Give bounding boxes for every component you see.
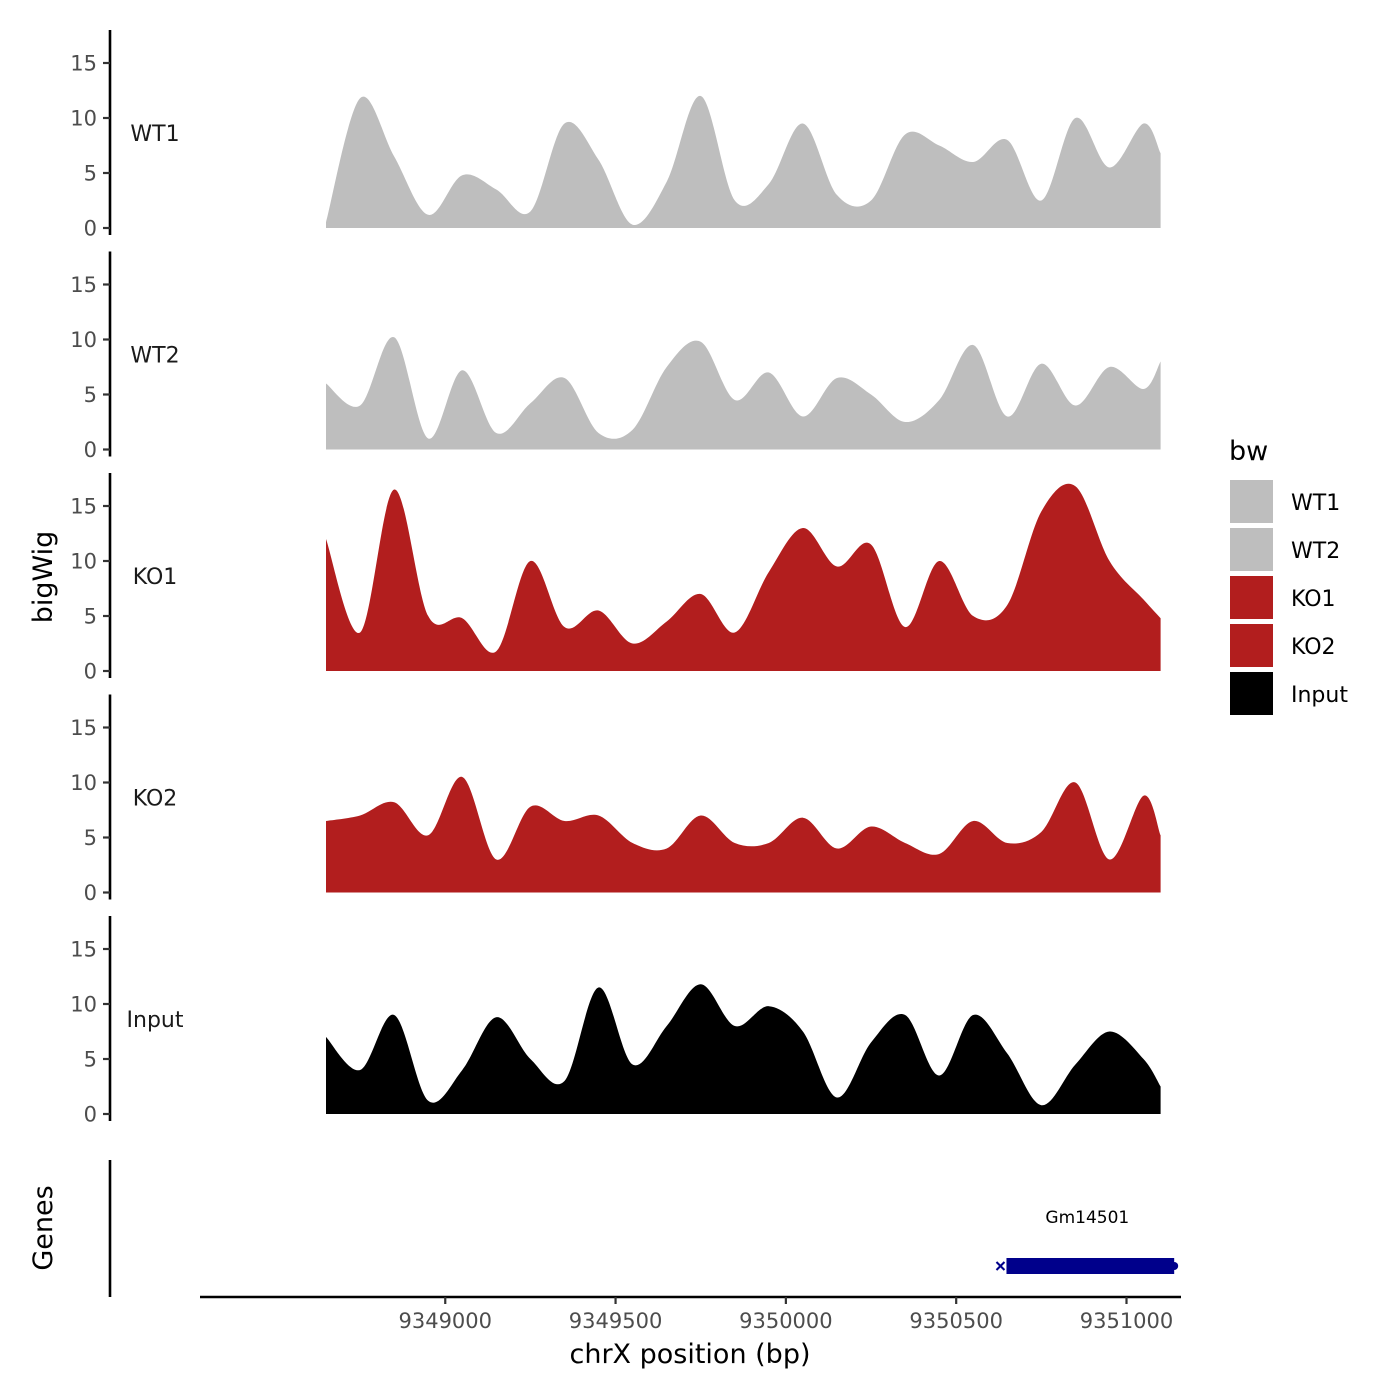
legend-key-Input [1230,672,1273,715]
track-label-WT2: WT2 [130,344,179,369]
legend-key-KO2 [1230,624,1273,667]
gene-end-mark-Gm14501 [1170,1262,1179,1270]
y-tick-label-KO1-15: 15 [70,495,97,519]
y-tick-label-WT2-15: 15 [70,273,97,297]
x-axis: 9349000 9349500 9350000 9350500 9351000 [200,1295,1181,1333]
legend-label-KO1: KO1 [1291,587,1336,612]
y-tick-label-WT2-5: 5 [84,383,97,407]
track-panels: 0 5 10 15 WT1 0 5 10 15 WT2 0 5 10 15 KO1 0 5 10 15 KO2 0 5 10… [70,30,1161,1127]
legend-label-WT1: WT1 [1291,491,1340,516]
coverage-area-WT1 [326,95,1161,229]
gene-strand-mark-b-Gm14501 [995,1261,1006,1271]
y-axis-title: bigWig [28,531,59,624]
genes-axis-title: Genes [28,1185,59,1270]
y-tick-label-KO2-10: 10 [70,771,97,795]
gene-label-Gm14501: Gm14501 [1045,1208,1129,1228]
y-tick-label-Input-10: 10 [70,993,97,1017]
y-tick-label-KO1-10: 10 [70,550,97,574]
x-tick-label-9349000: 9349000 [398,1309,492,1333]
y-tick-label-Input-5: 5 [84,1048,97,1072]
y-tick-label-WT1-5: 5 [84,162,97,186]
x-tick-label-9349500: 9349500 [569,1309,663,1333]
y-tick-label-WT1-10: 10 [70,107,97,131]
y-tick-label-KO1-0: 0 [84,660,97,684]
track-label-WT1: WT1 [130,122,179,147]
legend-key-WT1 [1230,480,1273,523]
track-KO1: 0 5 10 15 KO1 [70,473,1161,684]
track-WT1: 0 5 10 15 WT1 [70,30,1161,241]
y-tick-label-WT1-0: 0 [84,217,97,241]
y-tick-label-Input-15: 15 [70,938,97,962]
x-tick-label-9350500: 9350500 [909,1309,1003,1333]
coverage-area-Input [326,984,1161,1114]
legend-key-WT2 [1230,528,1273,571]
x-tick-label-9351000: 9351000 [1080,1309,1174,1333]
x-axis-title: chrX position (bp) [569,1339,810,1370]
legend-label-WT2: WT2 [1291,539,1340,564]
legend-title: bw [1229,436,1268,467]
legend-label-Input: Input [1291,683,1348,708]
y-tick-label-Input-0: 0 [84,1103,97,1127]
track-label-KO1: KO1 [133,565,178,590]
track-Input: 0 5 10 15 Input [70,916,1161,1127]
legend-key-KO1 [1230,576,1273,619]
gene-body-Gm14501 [1006,1258,1175,1274]
track-label-Input: Input [127,1008,184,1033]
y-tick-label-WT2-0: 0 [84,438,97,462]
track-WT2: 0 5 10 15 WT2 [70,251,1161,462]
legend-label-KO2: KO2 [1291,635,1336,660]
coverage-area-WT2 [326,336,1161,450]
track-label-KO2: KO2 [133,787,178,812]
y-tick-label-KO2-5: 5 [84,826,97,850]
legend: bw WT1 WT2 KO1 KO2 Input [1229,436,1348,715]
gene-track-panel: Gm14501 [108,1160,1179,1297]
track-KO2: 0 5 10 15 KO2 [70,694,1161,905]
y-tick-label-WT2-10: 10 [70,328,97,352]
y-tick-label-KO2-15: 15 [70,716,97,740]
coverage-area-KO2 [326,776,1161,893]
coverage-area-KO1 [326,483,1161,671]
x-tick-label-9350000: 9350000 [739,1309,833,1333]
y-tick-label-WT1-15: 15 [70,52,97,76]
y-tick-label-KO1-5: 5 [84,605,97,629]
y-tick-label-KO2-0: 0 [84,881,97,905]
